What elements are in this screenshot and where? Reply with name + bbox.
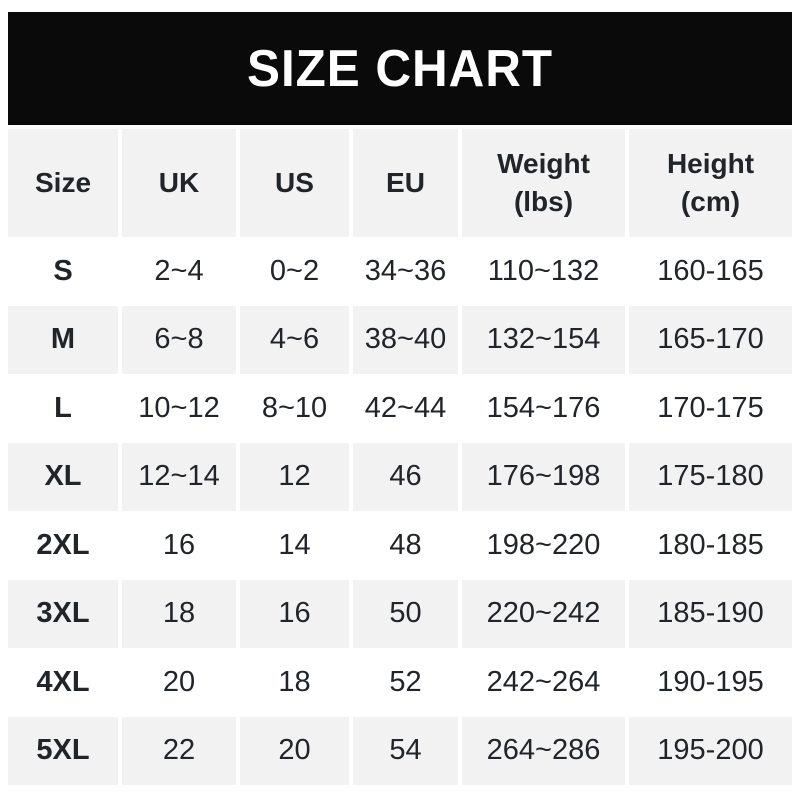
cell-uk: 10~12 [138, 391, 220, 424]
cell-us: 14 [278, 528, 311, 561]
size-table: Size UK US EU Weight (lbs) Height (cm) S… [8, 129, 792, 785]
header-cell-height: Height (cm) [629, 129, 792, 237]
cell-weight: 220~242 [462, 579, 625, 648]
table-row-m: M 6~8 4~6 38~40 132~154 165-170 [8, 305, 792, 374]
cell-uk: 12~14 [122, 442, 236, 511]
cell-eu: 38~40 [353, 305, 458, 374]
table-row-4xl: 4XL 20 18 52 242~264 190-195 [8, 648, 792, 717]
table-row-5xl: 5XL 22 20 54 264~286 195-200 [8, 716, 792, 785]
table-row-xl: XL 12~14 12 46 176~198 175-180 [8, 442, 792, 511]
table-row-s: S 2~4 0~2 34~36 110~132 160-165 [8, 237, 792, 306]
cell-height: 160-165 [657, 254, 764, 287]
cell-us: 16 [240, 579, 349, 648]
cell-height: 180-185 [657, 528, 764, 561]
cell-height: 175-180 [629, 442, 792, 511]
cell-weight: 176~198 [462, 442, 625, 511]
cell-weight: 264~286 [462, 716, 625, 785]
cell-uk: 16 [162, 528, 196, 561]
cell-uk: 2~4 [154, 254, 204, 287]
cell-eu: 34~36 [364, 254, 447, 287]
cell-size: XL [8, 442, 118, 511]
cell-height: 165-170 [629, 305, 792, 374]
table-row-3xl: 3XL 18 16 50 220~242 185-190 [8, 579, 792, 648]
header-cell-eu: EU [353, 129, 458, 237]
cell-height: 190-195 [657, 665, 764, 698]
cell-height: 185-190 [629, 579, 792, 648]
cell-weight: 110~132 [487, 254, 600, 287]
cell-eu: 54 [353, 716, 458, 785]
cell-uk: 18 [122, 579, 236, 648]
cell-size: 2XL [36, 528, 90, 561]
cell-size: L [54, 391, 72, 424]
cell-us: 20 [240, 716, 349, 785]
cell-size: M [8, 305, 118, 374]
cell-height: 170-175 [657, 391, 764, 424]
cell-weight: 132~154 [462, 305, 625, 374]
cell-eu: 46 [353, 442, 458, 511]
cell-weight: 154~176 [486, 391, 601, 424]
cell-eu: 48 [389, 528, 422, 561]
header-cell-uk: UK [122, 129, 236, 237]
banner-title: SIZE CHART [247, 39, 553, 98]
cell-us: 8~10 [261, 391, 328, 424]
cell-us: 0~2 [269, 254, 320, 287]
cell-size: S [53, 254, 73, 287]
cell-height: 195-200 [629, 716, 792, 785]
cell-us: 12 [240, 442, 349, 511]
cell-weight: 242~264 [486, 665, 601, 698]
size-chart-banner: SIZE CHART [8, 12, 792, 125]
cell-eu: 50 [353, 579, 458, 648]
header-cell-us: US [240, 129, 349, 237]
cell-size: 5XL [8, 716, 118, 785]
cell-size: 3XL [8, 579, 118, 648]
cell-us: 18 [278, 665, 311, 698]
cell-eu: 52 [389, 665, 422, 698]
cell-size: 4XL [36, 665, 90, 698]
cell-uk: 22 [122, 716, 236, 785]
header-cell-size: Size [8, 129, 118, 237]
table-row-2xl: 2XL 16 14 48 198~220 180-185 [8, 511, 792, 580]
cell-uk: 6~8 [122, 305, 236, 374]
table-row-l: L 10~12 8~10 42~44 154~176 170-175 [8, 374, 792, 443]
cell-uk: 20 [162, 665, 196, 698]
cell-eu: 42~44 [364, 391, 447, 424]
header-cell-weight: Weight (lbs) [462, 129, 625, 237]
cell-weight: 198~220 [486, 528, 601, 561]
header-row: Size UK US EU Weight (lbs) Height (cm) [8, 129, 792, 237]
cell-us: 4~6 [240, 305, 349, 374]
